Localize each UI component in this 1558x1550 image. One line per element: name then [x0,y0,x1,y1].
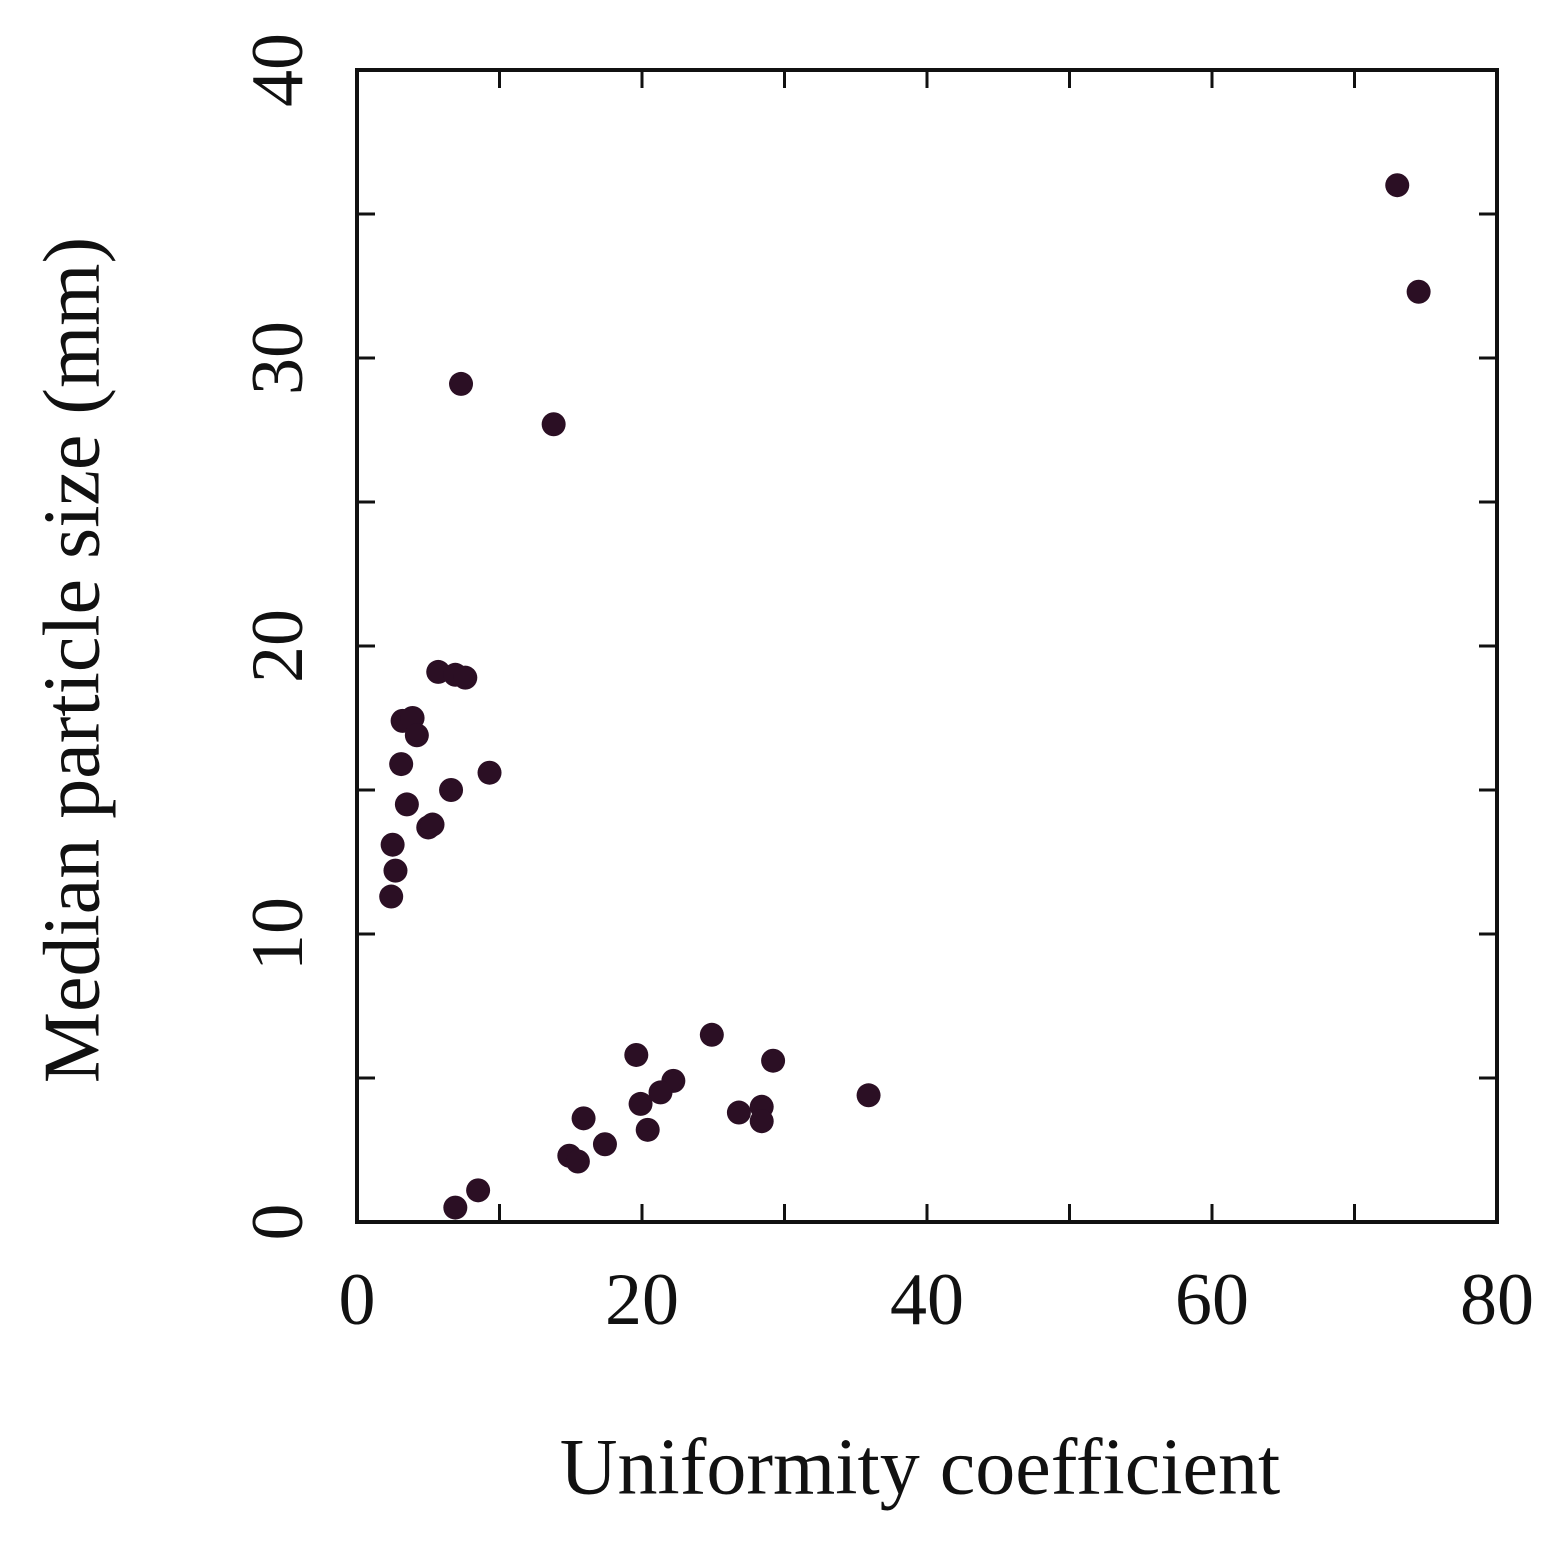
x-tick-label: 40 [890,1259,964,1341]
x-tick-label: 60 [1175,1259,1249,1341]
point [726,1100,751,1125]
point [1385,173,1410,198]
point [379,884,404,909]
point [592,1132,617,1157]
point [635,1117,660,1142]
point [624,1042,649,1067]
y-tick-label: 0 [237,1204,319,1241]
point [389,752,414,777]
point [380,832,405,857]
point [383,858,408,883]
y-tick-label: 30 [237,321,319,395]
point [1406,279,1431,304]
point [565,1149,590,1174]
x-tick-label: 80 [1460,1259,1534,1341]
x-tick-label: 0 [339,1259,376,1341]
point [761,1048,786,1073]
y-tick-label: 10 [237,897,319,971]
point [453,665,478,690]
point [439,778,464,802]
point [466,1178,491,1203]
y-axis-label: Median particle size (mm) [28,237,116,1083]
point [420,812,445,837]
point [628,1091,653,1116]
point [856,1083,881,1108]
y-tick-label: 40 [237,33,319,107]
point [749,1109,774,1134]
point [404,723,429,748]
y-tick-label: 20 [237,609,319,683]
x-axis-label: Uniformity coefficient [560,1423,1281,1511]
point [477,760,502,785]
point [394,792,419,817]
point [571,1106,596,1131]
x-tick-label: 20 [605,1259,679,1341]
plot-frame [355,68,1499,1224]
point [648,1080,673,1105]
point [449,371,474,396]
point [443,1195,468,1220]
point [699,1022,724,1047]
point [541,412,566,437]
